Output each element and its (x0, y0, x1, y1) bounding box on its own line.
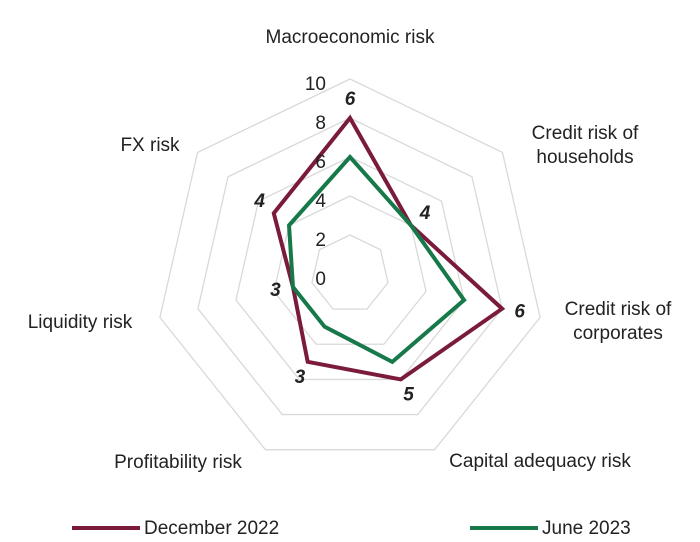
grid-ring (311, 234, 389, 310)
data-label: 3 (295, 367, 306, 388)
legend-label: December 2022 (144, 518, 279, 539)
grid-ring (273, 195, 427, 345)
r-tick-label: 6 (315, 152, 326, 173)
series-line (271, 114, 506, 382)
category-label: Capital adequacy risk (449, 451, 631, 472)
data-label: 6 (345, 89, 356, 110)
category-label: Credit risk of households (531, 123, 639, 168)
r-tick-label: 2 (315, 230, 326, 251)
category-label: Profitability risk (114, 452, 242, 473)
category-label: Macroeconomic risk (265, 27, 435, 48)
data-label: 6 (514, 302, 525, 323)
category-label: Credit risk of corporates (564, 299, 672, 344)
data-label: 3 (270, 280, 281, 301)
category-label: Liquidity risk (27, 312, 133, 333)
r-tick-label: 0 (315, 269, 326, 290)
data-label: 4 (253, 191, 265, 212)
legend-label: June 2023 (542, 518, 631, 539)
grid-ring (197, 117, 503, 416)
series-line (286, 153, 467, 365)
r-tick-label: 4 (315, 191, 326, 212)
grid-ring (159, 78, 541, 451)
category-label: FX risk (120, 135, 180, 156)
grid-ring (235, 156, 465, 381)
r-tick-label: 8 (315, 113, 326, 134)
data-label: 4 (419, 203, 431, 224)
r-tick-label: 10 (305, 74, 326, 95)
data-label: 5 (403, 385, 414, 406)
